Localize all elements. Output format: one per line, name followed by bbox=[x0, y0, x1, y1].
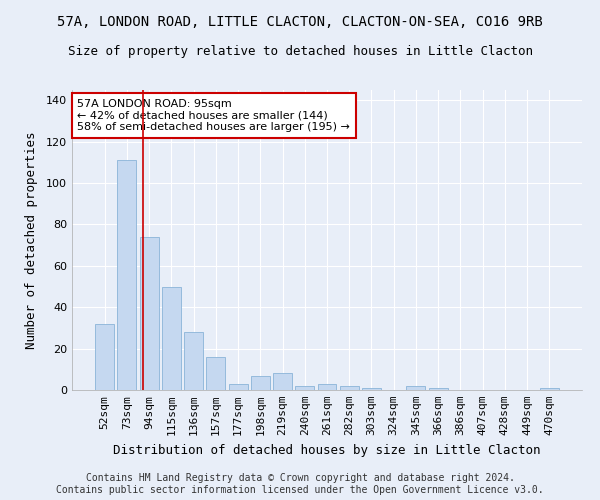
Bar bbox=[429, 388, 448, 390]
Bar bbox=[340, 386, 359, 390]
Bar bbox=[162, 286, 181, 390]
Bar bbox=[362, 388, 381, 390]
Bar bbox=[118, 160, 136, 390]
X-axis label: Distribution of detached houses by size in Little Clacton: Distribution of detached houses by size … bbox=[113, 444, 541, 456]
Bar bbox=[140, 237, 158, 390]
Bar bbox=[251, 376, 270, 390]
Text: 57A LONDON ROAD: 95sqm
← 42% of detached houses are smaller (144)
58% of semi-de: 57A LONDON ROAD: 95sqm ← 42% of detached… bbox=[77, 99, 350, 132]
Bar bbox=[406, 386, 425, 390]
Bar bbox=[273, 374, 292, 390]
Text: Size of property relative to detached houses in Little Clacton: Size of property relative to detached ho… bbox=[67, 45, 533, 58]
Bar bbox=[206, 357, 225, 390]
Bar bbox=[295, 386, 314, 390]
Bar bbox=[540, 388, 559, 390]
Bar bbox=[317, 384, 337, 390]
Text: Contains HM Land Registry data © Crown copyright and database right 2024.
Contai: Contains HM Land Registry data © Crown c… bbox=[56, 474, 544, 495]
Bar bbox=[229, 384, 248, 390]
Y-axis label: Number of detached properties: Number of detached properties bbox=[25, 131, 38, 349]
Text: 57A, LONDON ROAD, LITTLE CLACTON, CLACTON-ON-SEA, CO16 9RB: 57A, LONDON ROAD, LITTLE CLACTON, CLACTO… bbox=[57, 15, 543, 29]
Bar bbox=[95, 324, 114, 390]
Bar bbox=[184, 332, 203, 390]
